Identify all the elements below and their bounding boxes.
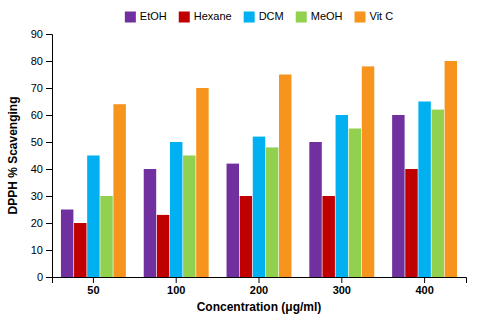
x-tick-label: 200 <box>250 284 268 296</box>
bar <box>144 169 156 277</box>
bar <box>336 115 348 277</box>
bar <box>157 215 169 277</box>
y-tick-mark <box>46 88 52 89</box>
x-tick: 50 <box>87 277 99 296</box>
y-tick: 60 <box>31 109 52 121</box>
legend-label: Vit C <box>370 10 394 22</box>
x-tick: 100 <box>167 277 185 296</box>
y-tick-mark <box>46 196 52 197</box>
legend-label: EtOH <box>140 10 167 22</box>
y-tick-mark <box>46 169 52 170</box>
bar <box>253 137 265 277</box>
bar <box>196 88 208 277</box>
y-tick-label: 10 <box>31 244 43 256</box>
bar <box>227 164 239 277</box>
legend-swatch <box>244 12 255 23</box>
y-tick-mark <box>46 34 52 35</box>
y-axis-line <box>46 35 53 278</box>
y-tick-mark <box>46 115 52 116</box>
x-tick-mark <box>176 277 177 283</box>
y-axis-title: DPPH % Scavenging <box>6 96 20 214</box>
bar <box>418 102 430 278</box>
x-axis-line <box>53 278 467 284</box>
x-tick-label: 100 <box>167 284 185 296</box>
bar <box>349 129 361 278</box>
legend-swatch <box>355 12 366 23</box>
y-tick-mark <box>46 223 52 224</box>
y-tick: 50 <box>31 136 52 148</box>
bar <box>170 142 182 277</box>
y-tick: 20 <box>31 217 52 229</box>
x-axis-title: Concentration (μg/ml) <box>197 300 322 314</box>
bar <box>445 61 457 277</box>
bar <box>362 66 374 277</box>
legend-swatch <box>179 12 190 23</box>
bar <box>183 156 195 278</box>
legend-label: Hexane <box>194 10 232 22</box>
x-tick-mark <box>424 277 425 283</box>
bar <box>113 104 125 277</box>
bar <box>405 169 417 277</box>
y-tick: 40 <box>31 163 52 175</box>
legend: EtOH Hexane DCM MeOH Vit C <box>125 10 393 23</box>
y-tick-label: 40 <box>31 163 43 175</box>
y-axis: 0 10 20 30 40 50 60 70 80 90 <box>31 28 53 283</box>
x-tick-mark <box>341 277 342 283</box>
y-tick-label: 30 <box>31 190 43 202</box>
y-tick-label: 50 <box>31 136 43 148</box>
bar <box>87 156 99 278</box>
x-tick: 300 <box>333 277 351 296</box>
x-tick: 200 <box>250 277 268 296</box>
plot-area: 50 100 200 300 400 0 10 20 30 40 50 60 70 80 90 <box>31 28 467 296</box>
bar <box>431 110 443 277</box>
chart: 50 100 200 300 400 0 10 20 30 40 50 60 70 80 90 Concent… <box>0 0 480 319</box>
y-tick: 90 <box>31 28 52 40</box>
y-tick: 30 <box>31 190 52 202</box>
bar <box>100 196 112 277</box>
legend-swatch <box>296 12 307 23</box>
x-tick-mark <box>259 277 260 283</box>
bar <box>322 196 334 277</box>
y-tick: 70 <box>31 82 52 94</box>
y-tick-mark <box>46 250 52 251</box>
bars <box>61 61 457 277</box>
legend-item: MeOH <box>296 10 343 23</box>
bar <box>240 196 252 277</box>
bar <box>74 223 86 277</box>
bar <box>61 210 73 278</box>
bar <box>266 147 278 277</box>
y-tick-label: 60 <box>31 109 43 121</box>
bar <box>309 142 321 277</box>
y-tick-mark <box>46 61 52 62</box>
legend-swatch <box>125 12 136 23</box>
y-tick-label: 90 <box>31 28 43 40</box>
bar-series <box>61 115 405 277</box>
y-tick: 80 <box>31 55 52 67</box>
bar-series <box>87 102 431 278</box>
x-tick-mark <box>93 277 94 283</box>
legend-label: MeOH <box>311 10 343 22</box>
bar-series <box>113 61 457 277</box>
x-axis: 50 100 200 300 400 <box>53 277 467 296</box>
y-tick-mark <box>46 277 52 278</box>
y-tick-label: 80 <box>31 55 43 67</box>
y-tick-label: 20 <box>31 217 43 229</box>
bar <box>279 75 291 278</box>
legend-label: DCM <box>259 10 284 22</box>
y-tick-label: 0 <box>37 271 43 283</box>
bar <box>392 115 404 277</box>
legend-item: Vit C <box>355 10 394 23</box>
bar-series <box>100 110 444 277</box>
x-tick-label: 300 <box>333 284 351 296</box>
x-tick-label: 50 <box>87 284 99 296</box>
x-tick-label: 400 <box>415 284 433 296</box>
x-tick: 400 <box>415 277 433 296</box>
legend-item: EtOH <box>125 10 167 23</box>
legend-item: Hexane <box>179 10 232 23</box>
legend-item: DCM <box>244 10 284 23</box>
y-tick: 0 <box>37 271 52 283</box>
y-tick: 10 <box>31 244 52 256</box>
y-tick-label: 70 <box>31 82 43 94</box>
y-tick-mark <box>46 142 52 143</box>
